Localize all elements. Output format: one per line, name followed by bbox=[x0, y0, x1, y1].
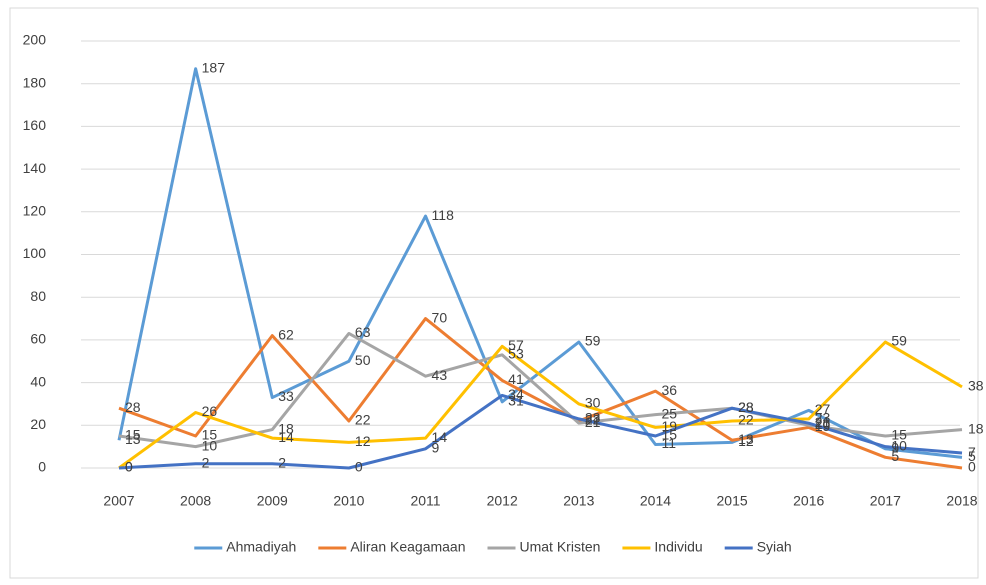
data-label: 0 bbox=[125, 459, 133, 475]
series-line bbox=[118, 393, 963, 470]
data-label: 2 bbox=[202, 454, 210, 470]
data-label: 12 bbox=[355, 433, 371, 449]
legend-label: Ahmadiyah bbox=[226, 539, 296, 555]
data-label: 118 bbox=[432, 207, 455, 223]
data-label: 23 bbox=[815, 410, 831, 426]
data-label: 28 bbox=[738, 399, 754, 415]
data-label: 13 bbox=[738, 431, 754, 447]
data-label: 26 bbox=[202, 403, 218, 419]
x-tick-label: 2017 bbox=[870, 493, 901, 509]
data-label: 9 bbox=[432, 439, 440, 455]
data-label: 11 bbox=[661, 435, 676, 451]
data-label: 15 bbox=[661, 427, 677, 443]
data-label: 23 bbox=[585, 410, 601, 426]
data-label: 10 bbox=[202, 437, 218, 453]
data-label: 0 bbox=[125, 459, 133, 475]
data-label: 57 bbox=[508, 337, 524, 353]
data-label: 22 bbox=[585, 412, 601, 428]
data-label: 15 bbox=[202, 427, 218, 443]
data-label: 34 bbox=[508, 386, 524, 402]
y-tick-label: 180 bbox=[23, 74, 47, 90]
data-label: 19 bbox=[661, 418, 677, 434]
data-label: 12 bbox=[738, 433, 754, 449]
data-label: 13 bbox=[125, 431, 141, 447]
y-tick-label: 80 bbox=[30, 288, 46, 304]
data-label: 33 bbox=[278, 388, 294, 404]
data-label: 31 bbox=[508, 393, 524, 409]
x-tick-label: 2007 bbox=[103, 493, 134, 509]
data-label: 38 bbox=[968, 378, 984, 394]
y-tick-label: 100 bbox=[23, 245, 47, 261]
data-label: 70 bbox=[432, 309, 448, 325]
series-line bbox=[117, 67, 963, 459]
legend-label: Syiah bbox=[757, 539, 792, 555]
x-tick-label: 2010 bbox=[333, 493, 364, 509]
x-tick-label: 2011 bbox=[410, 493, 440, 509]
x-tick-label: 2014 bbox=[640, 493, 671, 509]
data-label: 22 bbox=[738, 412, 754, 428]
data-label: 28 bbox=[125, 399, 141, 415]
data-label: 21 bbox=[585, 414, 601, 430]
data-label: 15 bbox=[125, 427, 141, 443]
data-label: 30 bbox=[585, 395, 601, 411]
data-label: 7 bbox=[968, 444, 976, 460]
x-tick-label: 2008 bbox=[180, 493, 211, 509]
series-line bbox=[118, 317, 963, 470]
data-label: 18 bbox=[278, 420, 294, 436]
data-label: 28 bbox=[738, 399, 754, 415]
data-label: 14 bbox=[278, 429, 294, 445]
y-tick-label: 200 bbox=[23, 32, 47, 48]
series-line bbox=[118, 340, 963, 470]
data-label: 9 bbox=[891, 439, 899, 455]
legend-label: Umat Kristen bbox=[520, 539, 601, 555]
data-label: 20 bbox=[815, 416, 831, 432]
data-label: 62 bbox=[278, 326, 294, 342]
y-tick-label: 40 bbox=[30, 373, 46, 389]
legend-label: Aliran Keagamaan bbox=[350, 539, 465, 555]
x-tick-label: 2013 bbox=[563, 493, 594, 509]
data-label: 15 bbox=[891, 427, 907, 443]
data-label: 5 bbox=[968, 448, 976, 464]
data-label: 19 bbox=[815, 418, 831, 434]
x-tick-label: 2012 bbox=[487, 493, 518, 509]
data-label: 2 bbox=[278, 454, 286, 470]
y-tick-label: 20 bbox=[30, 416, 46, 432]
x-tick-label: 2015 bbox=[717, 493, 748, 509]
data-label: 22 bbox=[355, 412, 371, 428]
y-tick-label: 0 bbox=[38, 459, 46, 475]
chart-border bbox=[9, 7, 979, 579]
x-tick-label: 2009 bbox=[257, 493, 288, 509]
y-tick-label: 120 bbox=[23, 203, 47, 219]
data-label: 63 bbox=[355, 324, 371, 340]
data-label: 10 bbox=[891, 437, 907, 453]
x-tick-label: 2018 bbox=[946, 493, 977, 509]
y-tick-label: 140 bbox=[23, 160, 47, 176]
data-label: 5 bbox=[891, 448, 899, 464]
data-label: 59 bbox=[585, 333, 601, 349]
data-label: 18 bbox=[968, 420, 984, 436]
x-tick-label: 2016 bbox=[793, 493, 824, 509]
data-label: 43 bbox=[432, 367, 448, 383]
data-label: 25 bbox=[661, 405, 677, 421]
data-label: 53 bbox=[508, 346, 524, 362]
data-label: 36 bbox=[661, 382, 677, 398]
data-label: 0 bbox=[355, 459, 363, 475]
data-label: 187 bbox=[202, 59, 226, 75]
data-label: 50 bbox=[355, 352, 371, 368]
data-label: 41 bbox=[508, 371, 524, 387]
data-label: 0 bbox=[968, 459, 976, 475]
legend-label: Individu bbox=[654, 539, 702, 555]
y-tick-label: 60 bbox=[30, 331, 46, 347]
y-tick-label: 160 bbox=[23, 117, 47, 133]
data-label: 21 bbox=[815, 414, 831, 430]
data-label: 14 bbox=[432, 429, 448, 445]
data-label: 59 bbox=[891, 333, 907, 349]
data-label: 27 bbox=[815, 401, 831, 417]
